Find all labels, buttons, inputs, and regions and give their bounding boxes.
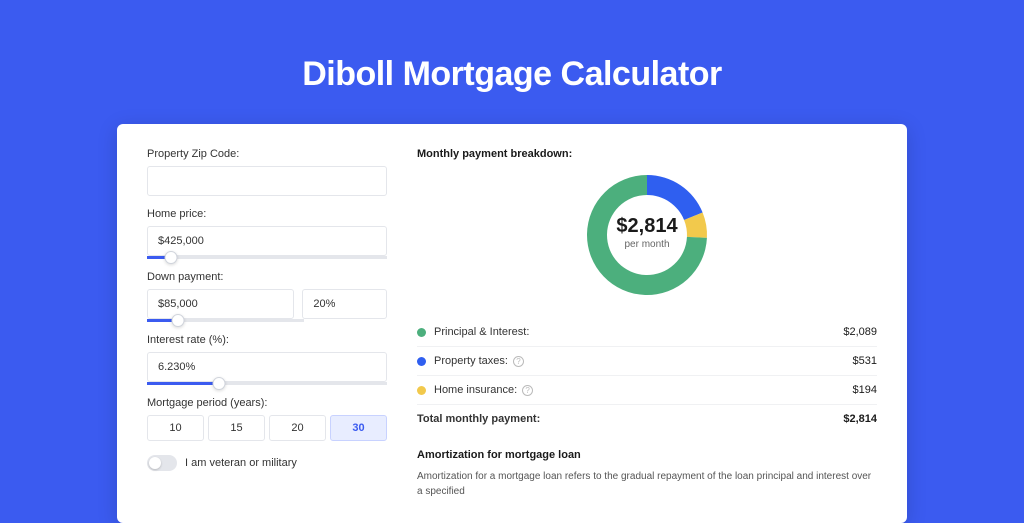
zip-field-block: Property Zip Code: <box>147 148 387 196</box>
form-panel: Property Zip Code: Home price: Down paym… <box>147 148 387 499</box>
breakdown-panel: Monthly payment breakdown: $2,814per mon… <box>417 148 877 499</box>
veteran-toggle[interactable] <box>147 455 177 471</box>
veteran-row: I am veteran or military <box>147 455 387 471</box>
info-icon[interactable]: ? <box>513 356 524 367</box>
period-block: Mortgage period (years): 10152030 <box>147 397 387 441</box>
period-label: Mortgage period (years): <box>147 397 387 409</box>
legend-label: Principal & Interest: <box>434 326 843 338</box>
interest-rate-label: Interest rate (%): <box>147 334 387 346</box>
legend-row: Home insurance:?$194 <box>417 376 877 405</box>
period-option-20[interactable]: 20 <box>269 415 326 441</box>
period-options: 10152030 <box>147 415 387 441</box>
breakdown-title: Monthly payment breakdown: <box>417 148 877 160</box>
zip-input[interactable] <box>147 166 387 196</box>
period-option-15[interactable]: 15 <box>208 415 265 441</box>
legend-label: Property taxes:? <box>434 355 853 367</box>
down-payment-block: Down payment: <box>147 271 387 322</box>
veteran-label: I am veteran or military <box>185 457 297 469</box>
amortization-text: Amortization for a mortgage loan refers … <box>417 469 877 499</box>
calculator-card: Property Zip Code: Home price: Down paym… <box>117 124 907 523</box>
down-payment-pct-input[interactable] <box>302 289 387 319</box>
legend-dot <box>417 328 426 337</box>
interest-rate-input[interactable] <box>147 352 387 382</box>
donut-chart: $2,814per month <box>582 170 712 300</box>
donut-amount: $2,814 <box>607 215 687 238</box>
legend-list: Principal & Interest:$2,089Property taxe… <box>417 318 877 405</box>
legend-value: $2,089 <box>843 326 877 338</box>
page-title: Diboll Mortgage Calculator <box>302 55 722 94</box>
legend-row: Property taxes:?$531 <box>417 347 877 376</box>
legend-dot <box>417 386 426 395</box>
period-option-30[interactable]: 30 <box>330 415 387 441</box>
home-price-slider[interactable] <box>147 256 387 259</box>
donut-slice <box>647 175 703 220</box>
home-price-label: Home price: <box>147 208 387 220</box>
legend-value: $531 <box>853 355 877 367</box>
legend-row: Principal & Interest:$2,089 <box>417 318 877 347</box>
zip-label: Property Zip Code: <box>147 148 387 160</box>
home-price-block: Home price: <box>147 208 387 259</box>
legend-label: Home insurance:? <box>434 384 853 396</box>
period-option-10[interactable]: 10 <box>147 415 204 441</box>
home-price-input[interactable] <box>147 226 387 256</box>
legend-value: $194 <box>853 384 877 396</box>
info-icon[interactable]: ? <box>522 385 533 396</box>
total-value: $2,814 <box>843 413 877 425</box>
donut-chart-wrap: $2,814per month <box>417 170 877 300</box>
amortization-title: Amortization for mortgage loan <box>417 449 877 461</box>
down-payment-input[interactable] <box>147 289 294 319</box>
donut-sub: per month <box>607 239 687 250</box>
down-payment-slider[interactable] <box>147 319 304 322</box>
total-label: Total monthly payment: <box>417 413 843 425</box>
legend-dot <box>417 357 426 366</box>
total-row: Total monthly payment: $2,814 <box>417 405 877 433</box>
interest-rate-slider[interactable] <box>147 382 387 385</box>
interest-rate-block: Interest rate (%): <box>147 334 387 385</box>
down-payment-label: Down payment: <box>147 271 387 283</box>
